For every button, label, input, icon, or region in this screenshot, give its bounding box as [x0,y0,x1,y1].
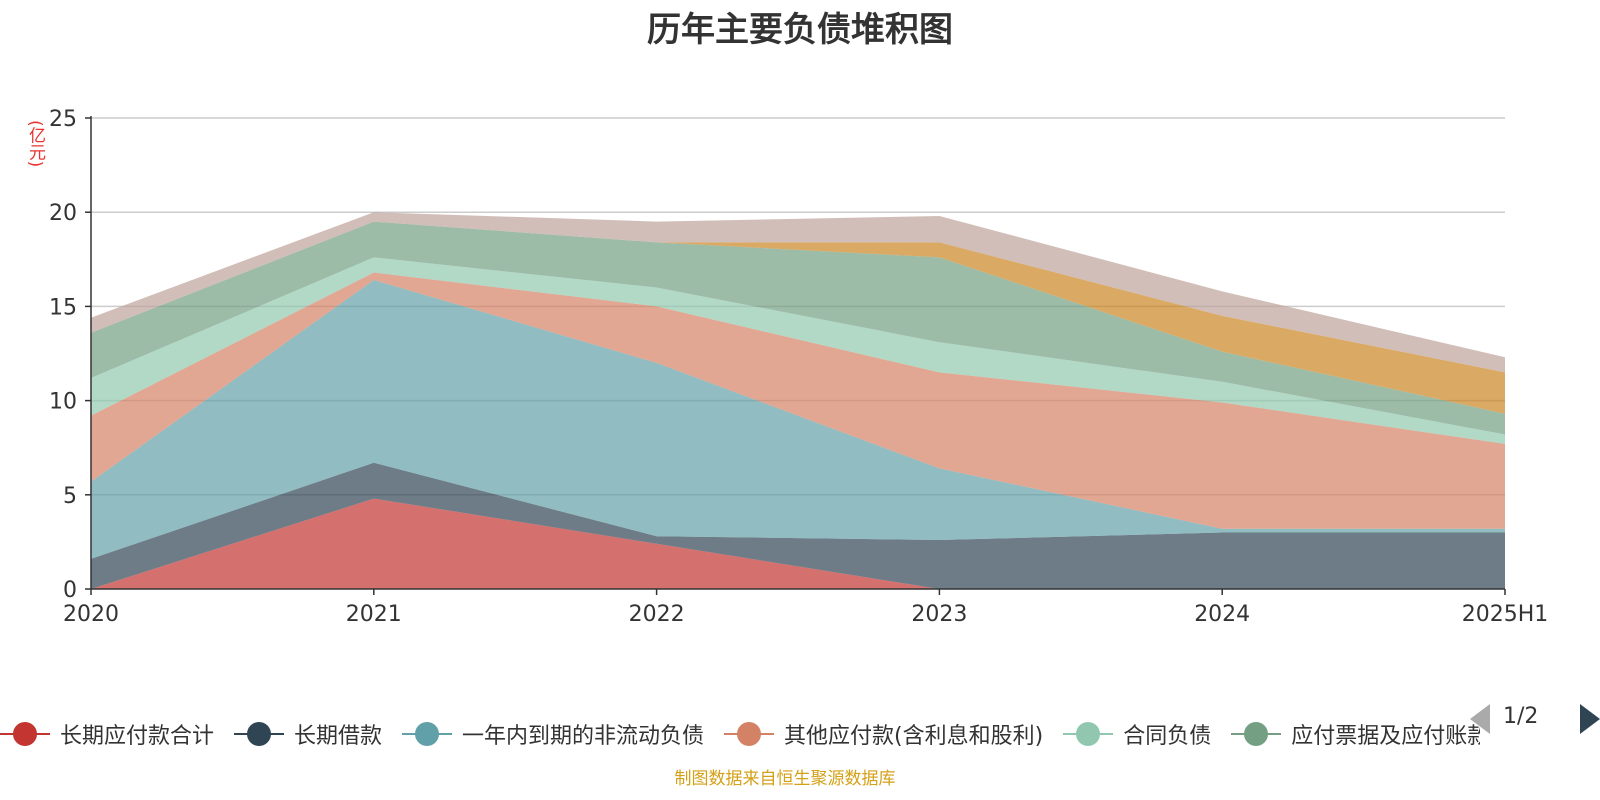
legend-label: 合同负债 [1123,724,1212,749]
legend-prev-arrow-icon[interactable] [1470,704,1490,734]
legend-next-arrow-icon[interactable] [1580,704,1600,734]
x-tick-label: 2024 [1194,602,1250,627]
area-series-2 [91,280,1505,559]
y-tick-label: 10 [49,390,77,415]
legend-item[interactable]: 应付票据及应付账款 [1231,718,1480,750]
legend-marker-icon [0,722,50,746]
area-series-6 [91,221,1505,414]
legend-item[interactable]: 其他应付款(含利息和股利) [724,718,1043,750]
legend: 长期应付款合计 长期借款 一年内到期的非流动负债 其他应付款(含利息和股利) 合同负债 应… [0,718,1480,752]
legend-item[interactable]: 长期借款 [234,718,382,750]
legend-marker-icon [234,722,285,746]
y-tick-label: 25 [49,107,77,132]
area-series-3 [91,272,1505,529]
y-tick-label: 20 [49,201,77,226]
x-tick-label: 2025H1 [1462,602,1549,627]
x-tick-label: 2021 [346,602,402,627]
legend-page-indicator: 1/2 [1503,704,1539,729]
x-tick-label: 2023 [911,602,967,627]
y-tick-label: 15 [49,295,77,320]
legend-marker-icon [402,722,453,746]
legend-item[interactable]: 一年内到期的非流动负债 [402,718,704,750]
legend-marker-icon [1063,722,1114,746]
y-tick-label: 5 [63,484,77,509]
legend-marker-icon [724,722,775,746]
legend-item[interactable]: 长期应付款合计 [0,718,214,750]
area-series-7 [91,212,1505,373]
y-tick-label: 0 [63,578,77,603]
stacked-area-chart: 0 5 10 15 20 25 2020 2021 2022 2023 2024 2025H1 [49,107,1549,627]
area-series-1 [91,462,1505,589]
y-axis-unit-label: (亿元) [25,120,45,168]
area-series-5 [91,221,1505,435]
legend-label: 应付票据及应付账款 [1291,724,1480,749]
legend-item[interactable]: 合同负债 [1063,718,1211,750]
source-note: 制图数据来自恒生聚源数据库 [674,769,896,789]
legend-pager: 1/2 [1470,704,1600,744]
legend-label: 一年内到期的非流动负债 [462,724,705,749]
legend-label: 长期借款 [294,724,383,749]
legend-label: 其他应付款(含利息和股利) [784,724,1044,749]
legend-label: 长期应付款合计 [60,724,215,749]
chart-title: 历年主要负债堆积图 [647,10,953,50]
legend-marker-icon [1231,722,1282,746]
area-series-0 [91,498,1505,589]
x-tick-label: 2020 [63,602,119,627]
x-tick-label: 2022 [629,602,685,627]
